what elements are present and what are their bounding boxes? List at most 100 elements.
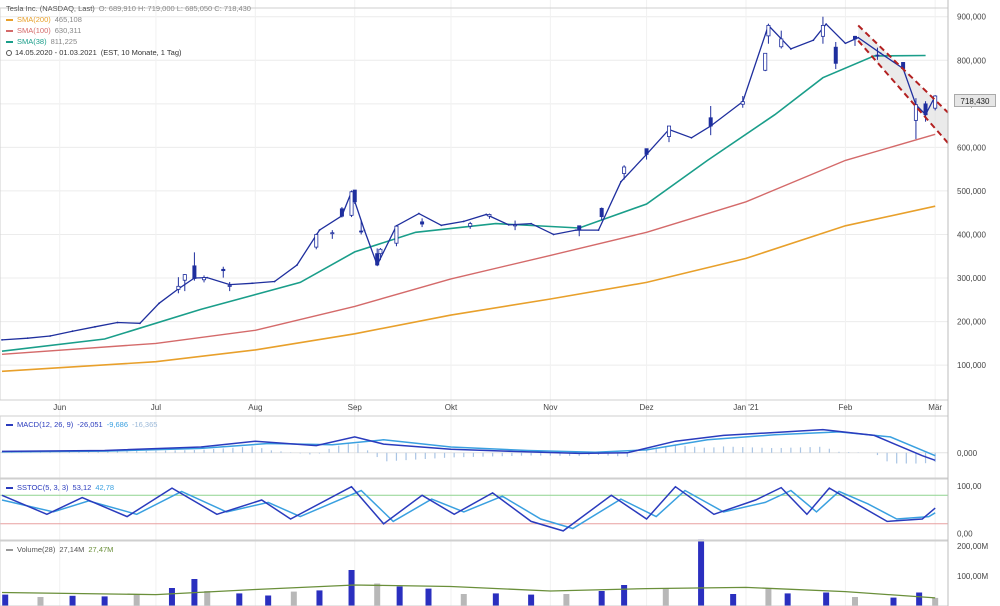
- x-tick-label: Jul: [151, 403, 161, 412]
- x-tick-label: Jan '21: [733, 403, 759, 412]
- trend-channel: [857, 24, 949, 144]
- volume-bar: [890, 597, 897, 606]
- close-point: [825, 23, 828, 26]
- close-point: [417, 212, 420, 215]
- close-point: [597, 229, 600, 232]
- candle-body: [378, 248, 383, 255]
- sma200-value: 465,108: [54, 15, 82, 24]
- stoch-tick-label: 0,00: [957, 529, 973, 538]
- volume-bar: [101, 596, 108, 606]
- x-tick-label: Okt: [445, 403, 458, 412]
- candle-body: [667, 125, 672, 137]
- stoch-panel: 100,00 0,00: [0, 482, 982, 538]
- stoch-k-value: 53,12: [72, 483, 92, 492]
- candle-body: [176, 285, 181, 290]
- sma100-swatch: [6, 29, 13, 32]
- price-axis: 100,000 200,000 300,000 400,000 500,000 600,0…: [957, 13, 986, 370]
- candle-body: [352, 189, 357, 203]
- candle-body: [820, 25, 825, 37]
- close-point: [49, 335, 52, 337]
- volume-tick-label: 100,00M: [957, 572, 988, 581]
- close-point: [251, 282, 254, 285]
- candle-body: [779, 38, 784, 48]
- macd-legend: MACD(12, 26, 9) -26,051 -9,686 -16,365: [6, 420, 161, 429]
- panel-frame: [0, 7, 949, 401]
- close-point: [507, 224, 510, 226]
- sma200-swatch: [6, 18, 13, 21]
- sma100-name: SMA(100): [17, 26, 51, 35]
- candle-body: [468, 223, 473, 227]
- macd-signal-line: [1, 431, 936, 457]
- volume-panel: 100,00M 200,00M: [1, 539, 988, 606]
- candle-body: [221, 268, 226, 272]
- macd-hist-value: -16,365: [132, 420, 158, 429]
- period-row: 14.05.2020 - 01.03.2021 (EST, 10 Monate,…: [6, 47, 251, 58]
- volume-bar: [563, 594, 570, 606]
- candle-body: [577, 225, 582, 231]
- close-point: [812, 39, 815, 42]
- price-legend: Tesla Inc. (NASDAQ, Last) O: 689,910 H: …: [6, 3, 251, 58]
- price-tick-label: 500,000: [957, 187, 986, 196]
- close-point: [440, 224, 443, 227]
- price-tick-label: 800,000: [957, 56, 986, 65]
- close-point: [158, 302, 161, 305]
- volume-tick-label: 200,00M: [957, 542, 988, 551]
- sma200-name: SMA(200): [17, 15, 51, 24]
- volume-bar: [316, 590, 323, 606]
- volume-swatch: [6, 548, 13, 551]
- legend-sma100[interactable]: SMA(100) 630,311: [6, 25, 251, 36]
- macd-name: MACD(12, 26, 9): [17, 420, 74, 429]
- close-point: [71, 330, 74, 333]
- stoch-swatch: [6, 486, 13, 489]
- candle-body: [875, 54, 880, 57]
- candle-body: [339, 208, 344, 217]
- candle-body: [513, 224, 518, 227]
- stoch-name: SSTOC(5, 3, 3): [17, 483, 69, 492]
- candle-body: [766, 25, 771, 37]
- close-point: [273, 280, 276, 283]
- stoch-tick-label: 100,00: [957, 482, 982, 491]
- legend-sma38[interactable]: SMA(38) 811,225: [6, 36, 251, 47]
- candle-body: [622, 166, 627, 174]
- volume-bar: [916, 592, 923, 606]
- price-tick-label: 300,000: [957, 274, 986, 283]
- close-point: [318, 229, 321, 232]
- x-tick-label: Dez: [639, 403, 653, 412]
- volume-legend: Volume(28) 27,14M 27,47M: [6, 545, 117, 554]
- candle-body: [708, 117, 713, 127]
- volume-bar: [396, 586, 403, 606]
- volume-bar: [265, 595, 272, 606]
- volume-bar: [932, 597, 939, 606]
- sma38-line: [1, 54, 926, 352]
- candle-body: [913, 104, 918, 121]
- sma38-value: 811,225: [50, 37, 78, 46]
- price-tick-label: 900,000: [957, 13, 986, 22]
- candle-body: [599, 207, 604, 218]
- legend-sma200[interactable]: SMA(200) 465,108: [6, 14, 251, 25]
- volume-bar: [133, 594, 140, 606]
- stoch-legend: SSTOC(5, 3, 3) 53,12 42,78: [6, 483, 118, 492]
- volume-bar: [290, 591, 297, 606]
- close-point: [26, 337, 29, 340]
- volume-bar: [2, 594, 9, 606]
- close-point: [530, 222, 533, 225]
- candles: [1, 16, 938, 341]
- close-point: [789, 48, 792, 50]
- panel-frames: [0, 0, 949, 606]
- candle-body: [833, 46, 838, 64]
- volume-name: Volume(28): [17, 545, 56, 554]
- sma38-name: SMA(38): [17, 37, 47, 46]
- price-tick-label: 400,000: [957, 230, 986, 239]
- header-row: Tesla Inc. (NASDAQ, Last) O: 689,910 H: …: [6, 3, 251, 14]
- panel-frame: [0, 540, 949, 606]
- close-point: [844, 42, 847, 45]
- candle-body: [933, 95, 938, 109]
- volume-bar: [460, 594, 467, 606]
- close-point: [206, 276, 209, 279]
- x-tick-label: Mär: [928, 403, 942, 412]
- volume-value: 27,14M: [59, 545, 85, 554]
- candle-body: [763, 52, 768, 71]
- clock-icon: [6, 49, 12, 56]
- volume-sma-line: [1, 584, 936, 599]
- close-point: [462, 220, 465, 223]
